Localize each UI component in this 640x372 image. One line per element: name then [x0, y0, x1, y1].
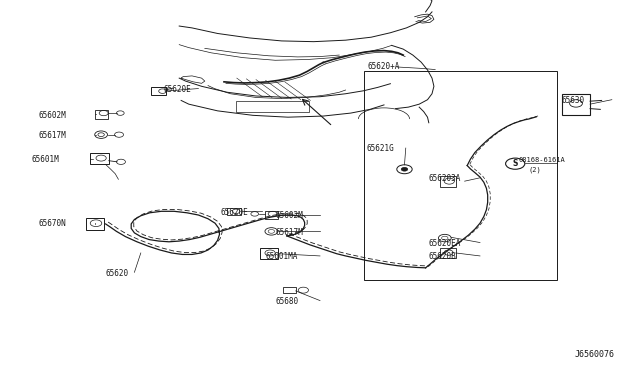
Bar — [151, 87, 166, 95]
Bar — [260, 248, 278, 259]
Text: 65620E: 65620E — [221, 208, 248, 217]
Circle shape — [401, 167, 408, 171]
Bar — [562, 94, 590, 115]
Bar — [86, 218, 104, 230]
Text: 65620E: 65620E — [163, 85, 191, 94]
Bar — [364, 71, 557, 280]
Bar — [236, 101, 309, 112]
Text: 65620+A: 65620+A — [368, 62, 401, 71]
Text: (2): (2) — [528, 166, 541, 173]
Text: 65602M: 65602M — [275, 211, 303, 220]
Text: 65680: 65680 — [275, 297, 298, 306]
Bar — [440, 248, 456, 258]
Bar — [227, 208, 241, 215]
Text: 65620EA: 65620EA — [429, 239, 461, 248]
Text: 65601MA: 65601MA — [266, 252, 298, 261]
Text: 65617M: 65617M — [275, 228, 303, 237]
Text: 65630: 65630 — [562, 96, 585, 105]
Text: 08168-6161A: 08168-6161A — [518, 157, 565, 163]
Text: 65620B: 65620B — [429, 252, 456, 261]
Bar — [90, 153, 109, 164]
Text: S: S — [513, 159, 518, 168]
Bar — [440, 176, 456, 187]
Text: 65620: 65620 — [106, 269, 129, 278]
Bar — [283, 287, 296, 293]
Text: J6560076: J6560076 — [575, 350, 614, 359]
Text: 656203A: 656203A — [429, 174, 461, 183]
Text: 65601M: 65601M — [32, 155, 60, 164]
Text: 65602M: 65602M — [38, 111, 66, 120]
Bar — [265, 211, 278, 219]
Text: 65617M: 65617M — [38, 131, 66, 140]
Text: 65621G: 65621G — [366, 144, 394, 153]
Bar — [95, 110, 108, 119]
Text: 65670N: 65670N — [38, 219, 66, 228]
